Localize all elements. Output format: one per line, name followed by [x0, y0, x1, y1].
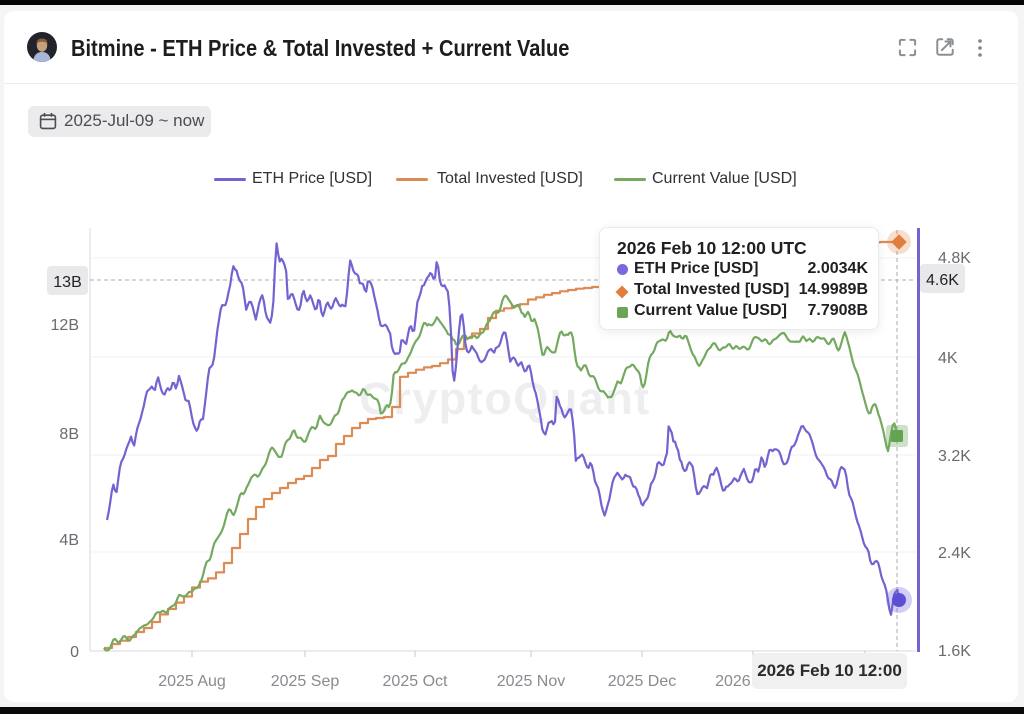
- svg-text:12B: 12B: [51, 317, 79, 334]
- svg-text:CryptoQuant: CryptoQuant: [359, 373, 651, 424]
- svg-text:2025 Oct: 2025 Oct: [383, 673, 448, 690]
- svg-text:4.8K: 4.8K: [938, 250, 971, 267]
- svg-text:4K: 4K: [938, 350, 958, 367]
- svg-text:2025 Aug: 2025 Aug: [158, 673, 226, 690]
- svg-text:4B: 4B: [59, 532, 79, 549]
- svg-text:2025 Nov: 2025 Nov: [497, 673, 566, 690]
- svg-text:2.4K: 2.4K: [938, 545, 971, 562]
- svg-text:1.6K: 1.6K: [938, 643, 971, 660]
- svg-text:3.2K: 3.2K: [938, 448, 971, 465]
- svg-text:8B: 8B: [59, 426, 79, 443]
- svg-text:0: 0: [70, 644, 79, 661]
- svg-text:13B: 13B: [53, 274, 81, 291]
- svg-text:4.6K: 4.6K: [926, 272, 959, 289]
- svg-text:2025 Dec: 2025 Dec: [608, 673, 677, 690]
- svg-text:2025 Sep: 2025 Sep: [271, 673, 340, 690]
